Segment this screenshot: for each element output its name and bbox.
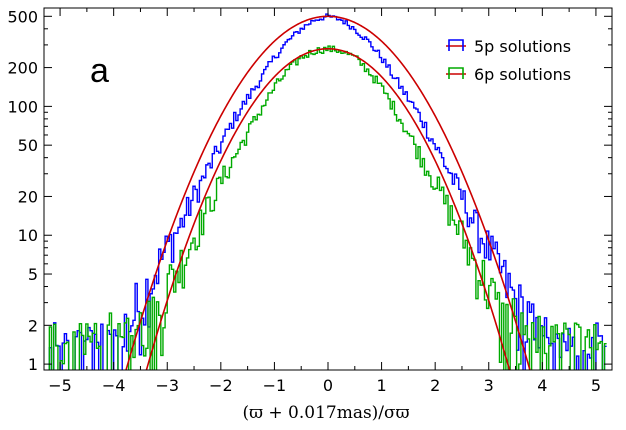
legend-label: 6p solutions	[474, 65, 571, 84]
legend-label: 5p solutions	[474, 37, 571, 56]
histogram-5p-solutions	[48, 13, 607, 370]
x-tick-label: 0	[323, 376, 333, 395]
legend-hist-swatch	[448, 67, 464, 79]
x-tick-label: 1	[376, 376, 386, 395]
x-tick-label: 4	[537, 376, 547, 395]
legend-hist-swatch	[448, 39, 464, 51]
x-tick-label: −2	[209, 376, 233, 395]
y-tick-label: 20	[18, 187, 38, 206]
y-tick-label: 100	[7, 97, 38, 116]
legend: 5p solutions 6p solutions	[446, 37, 571, 84]
x-tick-label: 3	[484, 376, 494, 395]
x-tick-label: −1	[263, 376, 287, 395]
gaussian-fit-5p	[125, 15, 531, 370]
y-tick-label: 2	[28, 316, 38, 335]
gaussian-fit-6p	[145, 47, 511, 370]
x-tick-label: −3	[155, 376, 179, 395]
panel-label: a	[90, 52, 109, 90]
y-tick-label: 1	[28, 355, 38, 374]
y-tick-label: 5	[28, 265, 38, 284]
x-axis-label: (ϖ + 0.017mas)/σϖ	[242, 403, 409, 423]
x-tick-label: −5	[48, 376, 72, 395]
x-tick-label: 5	[591, 376, 601, 395]
y-tick-label: 500	[7, 7, 38, 26]
y-tick-label: 50	[18, 136, 38, 155]
legend-item: 5p solutions	[446, 37, 571, 56]
ticks-layer: −5 −4 −3 −2 −1 0 1 2 3 4 5 1 2 5 10 20 50 100 200 500	[7, 7, 612, 395]
x-tick-label: −4	[102, 376, 126, 395]
y-tick-label: 200	[7, 59, 38, 78]
y-tick-label: 10	[18, 226, 38, 245]
legend-item: 6p solutions	[446, 65, 571, 84]
x-tick-label: 2	[430, 376, 440, 395]
series-layer	[48, 13, 607, 370]
